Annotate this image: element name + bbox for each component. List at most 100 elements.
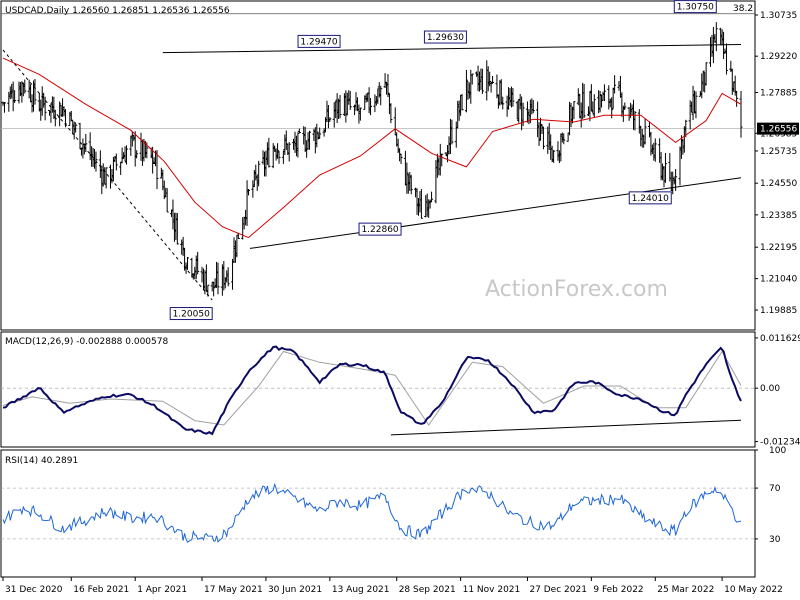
price-tick-label: 1.22195 [760, 243, 797, 253]
ohlc-bar [739, 91, 743, 138]
macd-line [2, 345, 742, 436]
x-tick-label: 16 Feb 2021 [73, 585, 129, 595]
ohlc-bar [419, 189, 423, 219]
ohlc-bar [296, 132, 300, 158]
rsi-header: RSI(14) 40.2891 [5, 456, 78, 466]
price-annotation-label: 1.29470 [300, 37, 337, 47]
ohlc-bar [511, 87, 515, 107]
ohlc-bar [684, 119, 688, 138]
macd-tick-label: -0.012348 [760, 438, 800, 448]
ohlc-bar [277, 151, 281, 164]
ohlc-bar [369, 98, 373, 116]
ohlc-bar [592, 94, 596, 118]
price-tick-label: 1.19885 [760, 306, 797, 316]
ohlc-bar [297, 128, 301, 134]
ohlc-bar [735, 91, 739, 107]
price-annotation-label: 1.20050 [173, 310, 210, 320]
price-annotation-box [673, 0, 717, 14]
ohlc-bar [409, 174, 413, 195]
current-price-label: 1.26556 [760, 125, 797, 135]
moving-average-line [2, 57, 742, 239]
price-tick-label: 1.29220 [760, 52, 797, 62]
rsi-tick-label: 100 [769, 446, 786, 456]
ohlc-bar [405, 162, 409, 194]
ohlc-bar [186, 257, 189, 270]
ohlc-bar [399, 153, 403, 165]
x-tick-label: 28 Sep 2021 [399, 585, 456, 595]
ohlc-bar [623, 102, 627, 111]
ohlc-bar [267, 137, 271, 168]
ohlc-bar [714, 22, 718, 52]
ohlc-bar [430, 191, 434, 203]
trendline-1 [162, 44, 742, 54]
ohlc-bar [460, 94, 464, 111]
macd-signal-line [2, 350, 742, 426]
ohlc-bar [386, 74, 390, 98]
x-tick-label: 1 Apr 2021 [137, 585, 187, 595]
ohlc-bar [562, 133, 566, 145]
ohlc-bar [119, 161, 123, 175]
x-tick-label: 10 May 2022 [724, 585, 783, 595]
ohlc-bar [464, 69, 468, 113]
ohlc-bar [328, 117, 332, 122]
ohlc-bar [231, 258, 235, 290]
x-tick-label: 17 May 2021 [204, 585, 263, 595]
macd-panel-frame [0, 331, 756, 448]
ohlc-bar [43, 96, 47, 121]
ohlc-bar [480, 68, 484, 94]
rsi-tick-label: 70 [769, 484, 781, 494]
price-tick-label: 1.27885 [760, 88, 797, 98]
price-tick-label: 1.23385 [760, 211, 797, 221]
price-annotation-box [169, 307, 213, 321]
trendline-3 [2, 49, 213, 301]
ohlc-bar [84, 134, 88, 153]
ohlc-bar [572, 101, 576, 120]
price-tick-label: 1.24550 [760, 179, 797, 189]
ohlc-bar [338, 95, 342, 119]
ohlc-bar [694, 91, 698, 119]
ohlc-bar [358, 107, 362, 121]
macd-header: MACD(12,26,9) -0.002888 0.000578 [5, 337, 168, 347]
ohlc-bar [541, 126, 545, 150]
ohlc-bar [663, 152, 667, 183]
x-tick-label: 11 Nov 2021 [463, 585, 521, 595]
ohlc-bar [247, 188, 251, 196]
ohlc-bar [226, 267, 230, 287]
macd-panel: MACD(12,26,9) -0.002888 0.000578 0.01162… [0, 331, 800, 448]
ohlc-bar [643, 118, 647, 145]
x-tick-label: 9 Feb 2022 [593, 585, 643, 595]
rsi-panel: RSI(14) 40.2891 100 70 30 [0, 446, 786, 578]
price-annotation-label: 1.30750 [677, 3, 714, 13]
price-header: USDCAD,Daily 1.26560 1.26851 1.26536 1.2… [5, 6, 230, 16]
watermark: ActionForex.com [485, 277, 668, 302]
ohlc-bar [552, 149, 556, 163]
ohlc-bar [724, 43, 728, 75]
ohlc-bar [393, 107, 397, 136]
ohlc-bar [531, 100, 535, 114]
x-tick-label: 31 Dec 2020 [5, 585, 63, 595]
ohlc-bar [23, 79, 27, 94]
price-tick-label: 1.30735 [760, 11, 797, 21]
ohlc-bar [582, 83, 586, 119]
ohlc-bar [33, 78, 37, 105]
ohlc-bar [318, 127, 322, 139]
ohlc-bar [501, 96, 505, 110]
ohlc-bar [315, 123, 319, 148]
rsi-tick-label: 30 [769, 535, 781, 545]
price-annotation-label: 1.22860 [361, 225, 398, 235]
macd-tick-label: 0.00 [760, 384, 780, 394]
trendline-2 [249, 177, 742, 249]
ohlc-bar [114, 153, 118, 171]
price-panel: USDCAD,Daily 1.26560 1.26851 1.26536 1.2… [0, 0, 799, 331]
ohlc-bar [53, 109, 57, 127]
rsi-line [2, 482, 742, 543]
ohlc-bar [489, 81, 493, 93]
price-annotation-box [297, 34, 341, 48]
ohlc-bar [308, 130, 312, 150]
ohlc-bar [276, 143, 280, 159]
ohlc-bar [348, 91, 352, 110]
x-tick-label: 25 Mar 2022 [657, 585, 714, 595]
current-price-box [757, 122, 799, 135]
ohlc-bar [135, 150, 139, 159]
